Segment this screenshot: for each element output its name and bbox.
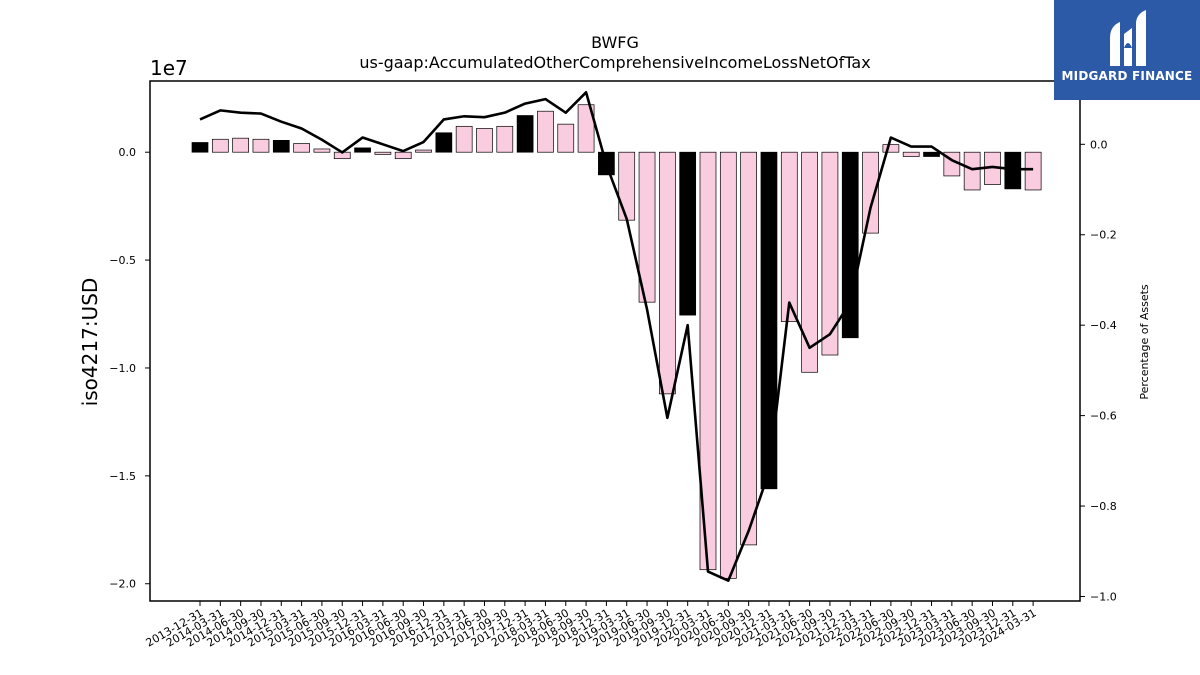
y-axis-scale-label: 1e7 [150,56,188,80]
y-tick-label: 0.0 [119,146,137,159]
y2-tick-label: −0.4 [1090,319,1117,332]
bar-2014-06-30 [232,137,249,153]
bar-2018-06-30 [557,123,575,153]
line-group [199,91,1034,582]
bar-2022-03-31 [862,151,879,234]
y-axis-label: iso4217:USD [78,278,102,407]
x-axis: 2013-12-312014-03-312014-06-302014-09-30… [144,601,1039,650]
bar-2021-09-30 [821,151,839,356]
y2-tick-label: 0.0 [1090,138,1108,151]
bar-2021-12-31 [841,151,859,339]
bar-2021-03-31 [780,151,798,322]
chart-title: BWFG [591,33,639,52]
bar-2019-09-30 [659,151,676,395]
bar-2017-06-30 [476,128,493,153]
chart-subtitle: us-gaap:AccumulatedOtherComprehensiveInc… [359,53,870,72]
percentage-of-assets-line [199,91,1034,582]
bar-2020-09-30 [740,151,757,546]
bar-2020-12-31 [760,151,778,490]
midgard-finance-logo: MIDGARD FINANCE [1054,0,1200,100]
bar-2018-09-30 [577,104,595,153]
bar-2019-12-31 [679,151,697,316]
y2-tick-label: −1.0 [1090,590,1117,603]
bar-2015-12-31 [354,147,371,153]
bar-2016-06-30 [394,151,412,160]
bar-2016-09-30 [415,149,432,153]
logo-text: MIDGARD FINANCE [1061,69,1193,83]
bar-2015-06-30 [313,148,331,153]
bar-2020-06-30 [719,151,737,579]
bars-group [191,104,1042,579]
y-tick-label: −1.0 [109,362,136,375]
y-tick-label: −1.5 [109,470,136,483]
bar-2019-06-30 [638,151,656,303]
bar-2024-03-31 [1024,151,1042,191]
bar-2014-09-30 [252,138,270,153]
y2-axis-label: Percentage of Assets [1138,284,1151,400]
bar-2017-12-31 [516,115,534,153]
bar-2016-03-31 [374,151,392,155]
midgard-logo-icon [1110,10,1146,66]
y2-tick-label: −0.6 [1090,410,1117,423]
bar-2016-12-31 [435,132,453,153]
y2-tick-label: −0.2 [1090,229,1117,242]
bar-2019-03-31 [618,151,636,221]
bar-2015-03-31 [293,143,310,153]
bar-2021-06-30 [801,151,818,373]
bar-2023-06-30 [963,151,981,191]
bar-2022-09-30 [902,151,920,157]
bar-2023-12-31 [1004,151,1022,190]
bar-2014-03-31 [211,138,229,153]
y2-tick-label: −0.8 [1090,500,1117,513]
bar-2017-03-31 [455,125,473,153]
bar-2017-09-30 [496,125,514,153]
plot-frame [149,80,1081,602]
bar-2014-12-31 [272,139,290,153]
y-tick-label: −0.5 [109,254,136,267]
bar-2022-12-31 [923,151,940,157]
y2-axis: 0.0 −0.2 −0.4 −0.6 −0.8 −1.0 [1080,138,1117,603]
bar-2022-06-30 [882,144,900,153]
bar-2013-12-31 [191,142,209,153]
y-axis: 0.0 −0.5 −1.0 −1.5 −2.0 [109,146,150,591]
y-tick-label: −2.0 [109,578,136,591]
bar-2018-03-31 [537,110,554,153]
